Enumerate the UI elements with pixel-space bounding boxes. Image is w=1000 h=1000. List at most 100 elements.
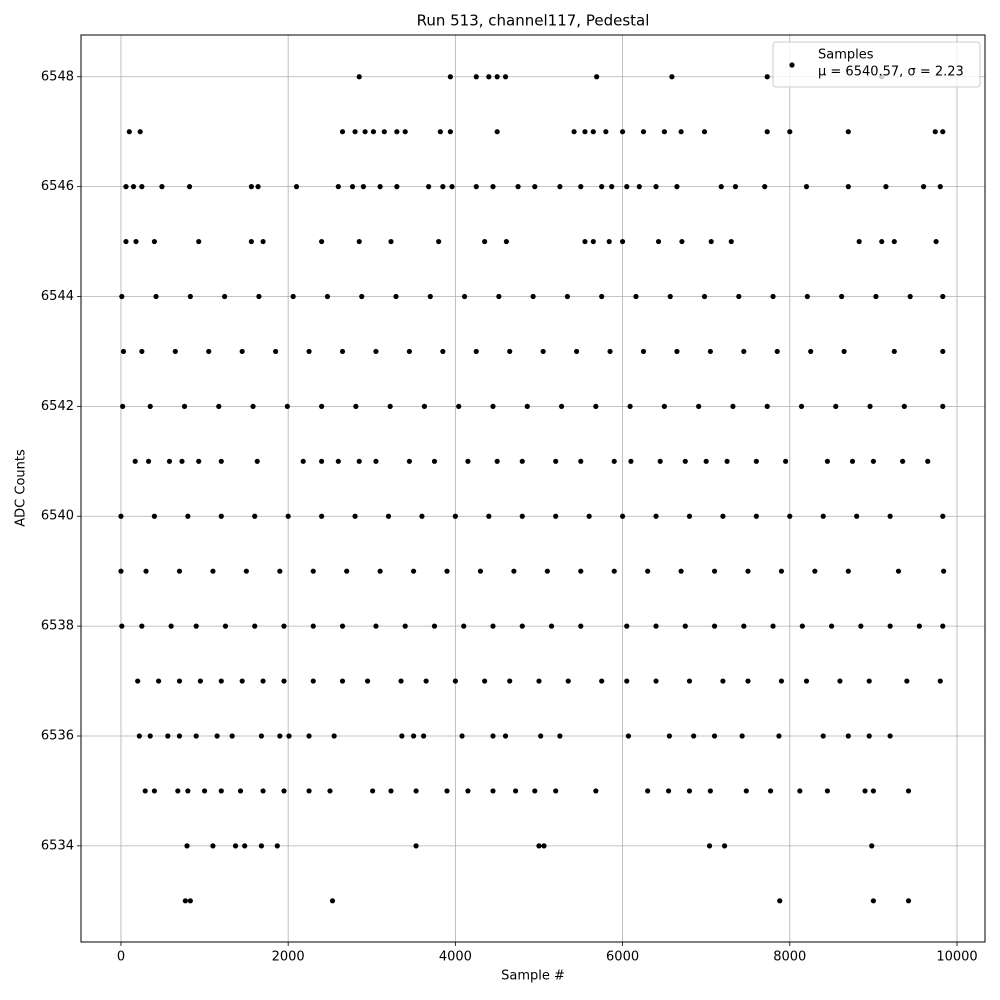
point — [691, 733, 697, 739]
point — [176, 568, 183, 574]
point — [619, 129, 626, 135]
point — [356, 238, 362, 245]
y-tick-label: 6534 — [41, 838, 74, 853]
point — [284, 403, 290, 409]
point — [490, 403, 496, 409]
point — [940, 348, 946, 355]
point — [870, 788, 876, 794]
point — [925, 458, 931, 464]
point — [849, 458, 856, 464]
point — [387, 403, 393, 409]
point — [799, 623, 805, 629]
point — [452, 678, 458, 684]
point — [352, 129, 358, 135]
point — [812, 568, 818, 574]
point — [394, 184, 400, 190]
point — [609, 184, 615, 190]
point — [356, 74, 362, 80]
point — [778, 568, 785, 574]
point — [142, 788, 148, 794]
point — [519, 623, 525, 629]
point — [770, 293, 776, 300]
point — [845, 184, 851, 190]
point — [494, 129, 500, 135]
point — [916, 623, 922, 629]
point — [624, 623, 630, 629]
point — [255, 184, 261, 190]
point — [423, 678, 429, 684]
point — [940, 403, 946, 409]
point — [306, 733, 312, 739]
point — [147, 403, 153, 409]
point — [798, 403, 805, 409]
point — [593, 788, 599, 794]
point — [335, 458, 341, 464]
point — [519, 458, 525, 464]
point — [940, 293, 946, 300]
point — [248, 238, 254, 245]
point — [891, 348, 897, 355]
y-axis-label: ADC Counts — [14, 449, 29, 527]
point — [640, 348, 647, 355]
point — [155, 678, 162, 684]
point — [373, 348, 379, 355]
point — [362, 129, 368, 135]
point — [901, 403, 907, 409]
point — [686, 788, 693, 794]
point — [940, 513, 946, 519]
point — [824, 788, 831, 794]
point — [707, 348, 713, 355]
point — [260, 238, 266, 245]
point — [764, 403, 770, 409]
point — [136, 733, 142, 739]
point — [867, 403, 873, 409]
point — [571, 129, 577, 135]
point — [682, 623, 688, 629]
point — [540, 348, 546, 355]
point — [679, 238, 685, 245]
point — [703, 458, 709, 464]
x-tick-label: 0 — [117, 950, 125, 965]
point — [578, 623, 584, 629]
point — [359, 293, 365, 300]
point — [216, 403, 222, 409]
point — [132, 458, 138, 464]
point — [933, 238, 939, 245]
point — [887, 623, 893, 629]
point — [413, 788, 419, 794]
point — [335, 184, 341, 190]
point — [905, 898, 912, 904]
point — [373, 623, 379, 629]
point — [477, 568, 484, 574]
point — [402, 623, 408, 629]
point — [862, 788, 868, 794]
point — [147, 733, 153, 739]
point — [176, 733, 183, 739]
point — [145, 458, 152, 464]
point — [120, 403, 126, 409]
point — [625, 733, 632, 739]
point — [837, 678, 843, 684]
point — [431, 458, 438, 464]
point — [741, 348, 747, 355]
point — [232, 843, 239, 849]
point — [787, 129, 793, 135]
point — [126, 129, 132, 135]
point — [536, 843, 542, 849]
point — [377, 184, 383, 190]
point — [833, 403, 839, 409]
point — [187, 898, 193, 904]
point — [440, 184, 446, 190]
point — [728, 238, 734, 245]
point — [137, 129, 143, 135]
y-tick-label: 6548 — [41, 69, 74, 84]
point — [377, 568, 383, 574]
point — [248, 184, 254, 190]
point — [281, 678, 287, 684]
point — [586, 513, 592, 519]
point — [519, 513, 525, 519]
point — [686, 513, 693, 519]
point — [130, 184, 137, 190]
point — [254, 458, 260, 464]
point — [628, 458, 634, 464]
